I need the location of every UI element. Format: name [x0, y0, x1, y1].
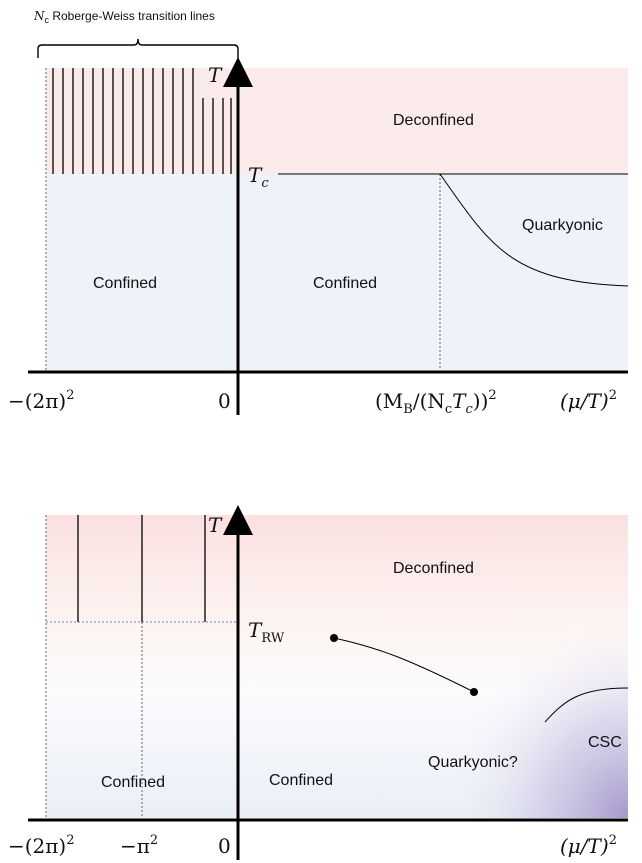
bottom-x-tick-mid: −π2 [120, 833, 158, 858]
top-x-tick-mb: (MB/(NcTc))2 [375, 388, 497, 417]
bottom-deconfined-label: Deconfined [393, 560, 474, 577]
top-x-axis-label: (μ/T)2 [560, 388, 617, 413]
top-rw-lines [52, 68, 232, 174]
bottom-t-axis-label: T [208, 513, 223, 537]
bottom-x-axis-label: (μ/T)2 [560, 833, 617, 858]
top-t-axis-label: T [208, 63, 223, 87]
top-confined-region [46, 174, 628, 370]
top-confined-right-label: Confined [313, 275, 377, 292]
bottom-x-tick-neg: −(2π)2 [8, 833, 75, 858]
bottom-csc-region [440, 600, 628, 818]
top-quarkyonic-label: Quarkyonic [522, 217, 603, 234]
bottom-trw-label: TRW [248, 618, 285, 646]
bottom-quarkyonic-label: Quarkyonic? [428, 754, 518, 771]
top-x-tick-neg: −(2π)2 [8, 388, 75, 413]
bottom-x-tick-zero: 0 [218, 834, 231, 858]
top-bracket-label: Nc Roberge-Weiss transition lines [33, 9, 215, 25]
bottom-rw-lines [77, 515, 206, 622]
bottom-confined-right-label: Confined [269, 772, 333, 789]
top-confined-left-label: Confined [93, 275, 157, 292]
bottom-confined-left-label: Confined [101, 774, 165, 791]
top-quarkyonic-curve [439, 173, 629, 287]
bottom-critical-line [333, 637, 475, 693]
top-deconfined-label: Deconfined [393, 112, 474, 129]
bottom-csc-label: CSC [588, 734, 622, 751]
top-tc-label: Tc [248, 163, 269, 191]
bottom-panel: T TRW Deconfined Confined Confined Quark… [8, 505, 629, 860]
top-bracket [37, 38, 239, 58]
bottom-csc-boundary [544, 687, 629, 723]
top-panel: Nc Roberge-Weiss transition lines T Tc D… [8, 9, 629, 417]
bottom-critical-endpoint-left [330, 634, 338, 642]
bottom-critical-endpoint-right [470, 688, 478, 696]
top-x-tick-zero: 0 [218, 389, 231, 413]
